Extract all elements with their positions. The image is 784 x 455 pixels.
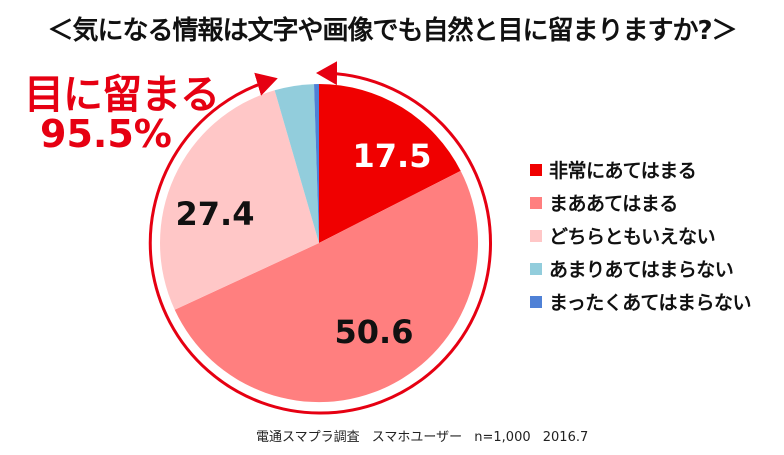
slice-label-somewhat-applicable: 50.6 [335, 313, 414, 351]
source-note: 電通スマプラ調査 スマホユーザー n=1,000 2016.7 [256, 426, 596, 445]
legend-item-somewhat-applicable: まああてはまる [530, 186, 751, 219]
source-target: スマホユーザー [371, 430, 463, 445]
legend-item-neutral: どちらともいえない [530, 219, 751, 252]
legend-swatch-icon [530, 229, 542, 242]
legend-label: まああてはまる [549, 193, 678, 215]
legend-item-very-applicable: 非常にあてはまる [530, 153, 751, 186]
legend-swatch-icon [530, 163, 542, 176]
pie-slice-very-applicable [319, 84, 461, 243]
legend-swatch-icon [530, 295, 542, 308]
legend: 非常にあてはまる まああてはまる どちらともいえない あまりあてはまらない まっ… [530, 153, 751, 318]
legend-label: まったくあてはまらない [549, 292, 751, 314]
slice-label-neutral: 27.4 [176, 195, 255, 233]
source-survey: 電通スマプラ調査 [256, 430, 360, 445]
slice-label-very-applicable: 17.5 [353, 137, 432, 175]
legend-label: どちらともいえない [549, 226, 716, 248]
callout-label: 目に留まる [24, 72, 220, 118]
ring-arrow-right [316, 61, 492, 415]
source-date: 2016.7 [542, 430, 589, 445]
legend-label: あまりあてはまらない [549, 259, 734, 281]
legend-swatch-icon [530, 196, 542, 209]
legend-item-not-really-applicable: あまりあてはまらない [530, 252, 751, 285]
ring-arrow-left [148, 72, 320, 415]
pie-slice-somewhat-applicable [174, 170, 479, 403]
pie-slice-not-at-all-applicable [314, 84, 319, 243]
legend-swatch-icon [530, 262, 542, 275]
pie-slice-neutral [160, 90, 319, 310]
pie-slices [160, 84, 479, 403]
legend-label: 非常にあてはまる [549, 160, 697, 182]
chart-title: ＜気になる情報は文字や画像でも自然と目に留まりますか?＞ [47, 16, 737, 46]
callout-percent: 95.5% [40, 112, 172, 156]
pie-slice-not-really-applicable [274, 84, 319, 243]
legend-item-not-at-all-applicable: まったくあてはまらない [530, 285, 751, 318]
source-sample: n=1,000 [474, 430, 531, 445]
